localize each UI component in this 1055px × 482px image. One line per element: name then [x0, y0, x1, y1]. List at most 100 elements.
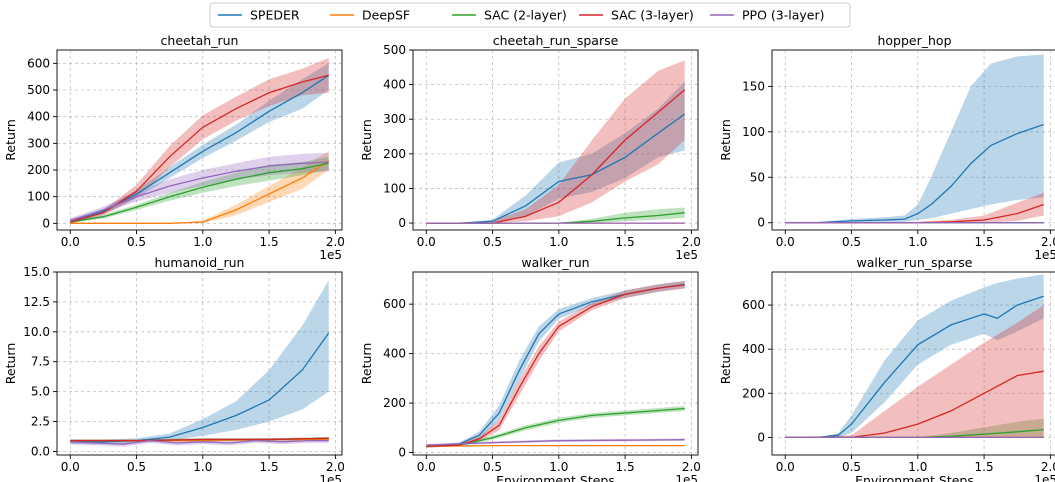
y-tick-label: 0 — [398, 216, 406, 230]
y-tick-label: 300 — [383, 112, 406, 126]
x-tick-label: 1.5 — [975, 460, 994, 474]
y-axis-label: Return — [718, 343, 733, 384]
series-group — [70, 280, 330, 447]
panel-walker_run_sparse: 0.0 0.5 1.0 1.5 2.0 0 200 400 600 walker_run_spar… — [718, 255, 1055, 482]
confidence-band-sac-3-layer- — [70, 58, 329, 224]
y-tick-label: 100 — [27, 190, 50, 204]
x-axis-multiplier: 1e5 — [319, 248, 342, 262]
panel-humanoid_run: 0.0 0.5 1.0 1.5 2.0 0.0 2.5 5.0 7.5 10.0 12.5 15.0 h… — [3, 255, 345, 482]
legend-label: SAC (3-layer) — [611, 8, 694, 23]
y-tick-label: 15.0 — [23, 265, 50, 279]
x-tick-label: 1.0 — [908, 235, 927, 249]
x-axis-multiplier: 1e5 — [1034, 473, 1055, 482]
legend-entry: PPO (3-layer) — [710, 8, 824, 23]
y-tick-label: 0 — [398, 446, 406, 460]
x-tick-label: 1.0 — [908, 460, 927, 474]
series-line-speder — [785, 295, 1044, 439]
y-tick-label: 150 — [742, 79, 765, 93]
panel-title: cheetah_run — [161, 33, 239, 48]
panel-title: walker_run_sparse — [857, 255, 973, 270]
x-tick-label: 0.5 — [127, 235, 146, 249]
panel-cheetah_run: 0.0 0.5 1.0 1.5 2.0 0 100 200 300 400 500 600 cheeta… — [3, 33, 345, 262]
x-tick-label: 0.0 — [776, 235, 795, 249]
panel-title: humanoid_run — [155, 255, 245, 270]
axes-frame — [412, 271, 699, 456]
legend-entry: SPEDER — [218, 8, 300, 23]
legend-entry: SAC (2-layer) — [452, 8, 567, 23]
panel-walker_run: 0.0 0.5 1.0 1.5 2.0 0 200 400 600 walker_run Retur… — [359, 255, 701, 482]
y-tick-label: 400 — [383, 347, 406, 361]
x-axis-multiplier: 1e5 — [319, 473, 342, 482]
x-tick-label: 2.0 — [682, 235, 701, 249]
y-tick-label: 5.0 — [31, 385, 50, 399]
x-tick-label: 1.0 — [193, 235, 212, 249]
axes-frame — [56, 49, 343, 231]
x-axis-label: Environment Steps — [496, 473, 615, 482]
legend-frame — [209, 2, 851, 28]
x-axis-multiplier: 1e5 — [675, 248, 698, 262]
legend-entry: DeepSF — [330, 8, 410, 23]
series-group — [785, 274, 1044, 439]
series-group — [426, 60, 686, 224]
y-tick-label: 500 — [383, 43, 406, 57]
y-tick-label: 2.5 — [31, 415, 50, 429]
legend-label: SAC (2-layer) — [484, 8, 567, 23]
x-tick-label: 2.0 — [326, 235, 345, 249]
confidence-band-ppo-3-layer- — [70, 152, 329, 224]
x-tick-label: 0.5 — [842, 235, 861, 249]
x-tick-label: 1.5 — [616, 460, 635, 474]
y-tick-label: 50 — [750, 170, 765, 184]
x-tick-label: 2.0 — [1041, 235, 1055, 249]
y-tick-label: 100 — [742, 125, 765, 139]
y-axis-label: Return — [359, 119, 374, 160]
x-axis-label: Environment Steps — [855, 473, 974, 482]
y-tick-label: 0 — [757, 216, 765, 230]
panel-hopper_hop: 0.0 0.5 1.0 1.5 2.0 0 50 100 150 hopper_hop Return… — [718, 33, 1055, 262]
x-tick-label: 2.0 — [1041, 460, 1055, 474]
x-tick-label: 0.0 — [417, 460, 436, 474]
y-tick-label: 0 — [42, 216, 50, 230]
confidence-band-sac-3-layer- — [785, 305, 1044, 438]
y-tick-label: 100 — [383, 181, 406, 195]
series-line-sac-2-layer- — [426, 407, 685, 447]
y-tick-label: 0.0 — [31, 444, 50, 458]
y-tick-label: 300 — [27, 136, 50, 150]
y-tick-label: 200 — [27, 163, 50, 177]
x-tick-label: 2.0 — [682, 460, 701, 474]
series-line-ppo-3-layer- — [70, 439, 329, 445]
y-tick-label: 600 — [27, 56, 50, 70]
y-tick-label: 500 — [27, 83, 50, 97]
y-tick-label: 12.5 — [23, 295, 50, 309]
panel-title: cheetah_run_sparse — [493, 33, 619, 48]
x-tick-label: 0.5 — [483, 235, 502, 249]
x-tick-label: 0.5 — [842, 460, 861, 474]
y-tick-label: 200 — [383, 147, 406, 161]
x-tick-label: 0.0 — [61, 235, 80, 249]
y-tick-label: 7.5 — [31, 355, 50, 369]
y-tick-label: 600 — [383, 297, 406, 311]
confidence-band-sac-3-layer- — [785, 192, 1044, 223]
x-tick-label: 0.0 — [61, 460, 80, 474]
x-tick-label: 1.0 — [193, 460, 212, 474]
y-tick-label: 10.0 — [23, 325, 50, 339]
series-group — [426, 280, 685, 448]
x-tick-label: 1.5 — [260, 235, 279, 249]
x-tick-label: 1.5 — [260, 460, 279, 474]
axes-frame — [771, 49, 1055, 231]
y-tick-label: 400 — [27, 110, 50, 124]
series-line-speder — [70, 332, 330, 443]
confidence-band-speder — [70, 280, 329, 445]
x-axis-multiplier: 1e5 — [1034, 248, 1055, 262]
panel-title: hopper_hop — [877, 33, 951, 48]
chart-panels: 0.0 0.5 1.0 1.5 2.00100200300400500600cheeta… — [3, 33, 1055, 482]
x-tick-label: 0.0 — [776, 460, 795, 474]
confidence-band-sac-2-layer- — [785, 418, 1044, 438]
axes-frame — [412, 49, 699, 231]
x-tick-label: 0.5 — [483, 460, 502, 474]
x-tick-label: 0.0 — [417, 235, 436, 249]
confidence-band-deepsf — [70, 151, 329, 224]
confidence-band-speder — [70, 63, 329, 224]
confidence-band-speder — [785, 54, 1044, 223]
legend-entry: SAC (3-layer) — [579, 8, 694, 23]
y-axis-label: Return — [718, 119, 733, 160]
